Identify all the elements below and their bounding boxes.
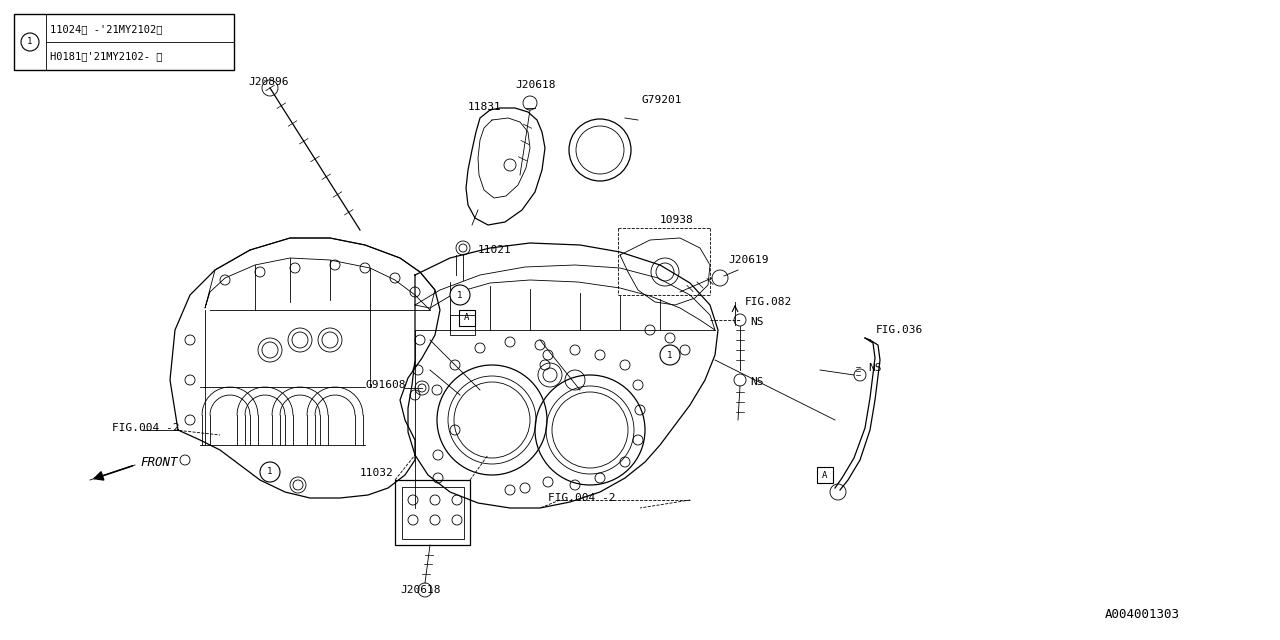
Text: FIG.082: FIG.082 bbox=[745, 297, 792, 307]
Text: G79201: G79201 bbox=[643, 95, 682, 105]
Text: J20618: J20618 bbox=[399, 585, 440, 595]
Text: 1: 1 bbox=[457, 291, 462, 300]
Text: 11024〈 -'21MY2102〉: 11024〈 -'21MY2102〉 bbox=[50, 24, 163, 34]
Text: J20619: J20619 bbox=[728, 255, 768, 265]
Text: A: A bbox=[822, 470, 828, 479]
Text: 11831: 11831 bbox=[468, 102, 502, 112]
Text: 11021: 11021 bbox=[477, 245, 512, 255]
Text: 1: 1 bbox=[268, 467, 273, 477]
Text: 1: 1 bbox=[667, 351, 673, 360]
Text: FIG.036: FIG.036 bbox=[876, 325, 923, 335]
Text: FRONT: FRONT bbox=[140, 456, 178, 468]
Text: J20896: J20896 bbox=[248, 77, 288, 87]
Text: FIG.004 -2: FIG.004 -2 bbox=[113, 423, 179, 433]
Text: NS: NS bbox=[750, 317, 763, 327]
Circle shape bbox=[260, 462, 280, 482]
Circle shape bbox=[451, 285, 470, 305]
Circle shape bbox=[660, 345, 680, 365]
Text: 1: 1 bbox=[27, 38, 33, 47]
Text: FIG.004 -2: FIG.004 -2 bbox=[548, 493, 616, 503]
Text: J20618: J20618 bbox=[515, 80, 556, 90]
Bar bbox=[14, 14, 234, 70]
Text: NS: NS bbox=[868, 363, 882, 373]
Text: G91608: G91608 bbox=[365, 380, 406, 390]
Bar bbox=[458, 310, 475, 326]
Text: 10938: 10938 bbox=[660, 215, 694, 225]
Bar bbox=[402, 487, 465, 539]
Text: H0181〈'21MY2102- 〉: H0181〈'21MY2102- 〉 bbox=[50, 51, 163, 61]
Bar bbox=[396, 480, 470, 545]
Text: A004001303: A004001303 bbox=[1105, 609, 1180, 621]
Bar bbox=[817, 467, 833, 483]
Circle shape bbox=[20, 33, 38, 51]
Bar bbox=[451, 315, 475, 335]
Text: A: A bbox=[465, 314, 470, 323]
Text: NS: NS bbox=[750, 377, 763, 387]
Text: 11032: 11032 bbox=[360, 468, 394, 478]
